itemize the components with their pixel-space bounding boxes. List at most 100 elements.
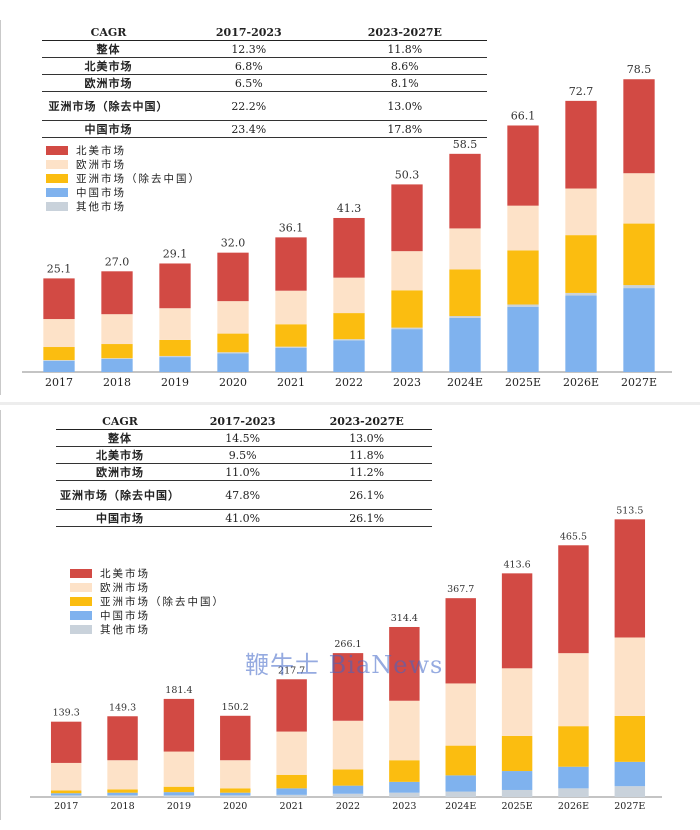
bar-segment bbox=[565, 292, 597, 296]
bar-segment bbox=[50, 790, 82, 794]
legend-item: 欧洲市场 bbox=[70, 580, 225, 594]
bar-segment bbox=[276, 794, 307, 797]
bar-total-label: 413.6 bbox=[503, 559, 530, 570]
bar-segment bbox=[220, 760, 251, 789]
bar-segment bbox=[558, 653, 589, 727]
bar-segment bbox=[163, 751, 195, 787]
bar-segment bbox=[507, 125, 539, 206]
legend-label: 中国市场 bbox=[100, 609, 150, 622]
bar-total-label: 58.5 bbox=[453, 138, 478, 151]
panel-divider bbox=[0, 402, 700, 405]
bar-segment bbox=[449, 269, 481, 317]
cagr-region: 亚洲市场（除去中国） bbox=[42, 91, 175, 121]
bar-segment bbox=[391, 329, 423, 372]
cagr-row: 整体 12.3% 11.8% bbox=[42, 40, 487, 58]
cagr-row: 欧洲市场 6.5% 8.1% bbox=[42, 74, 487, 92]
legend-item: 亚洲市场（除去中国） bbox=[46, 171, 201, 185]
bar-segment bbox=[332, 785, 364, 794]
bar-total-label: 181.4 bbox=[165, 685, 192, 696]
bar-total-label: 27.0 bbox=[105, 255, 130, 268]
bar-segment bbox=[217, 252, 249, 302]
legend-item: 中国市场 bbox=[70, 608, 225, 622]
bar-segment bbox=[43, 319, 75, 348]
x-tick-label: 2023 bbox=[392, 801, 416, 812]
bar-segment bbox=[43, 360, 75, 372]
bar-segment bbox=[332, 720, 364, 770]
cagr-region: 亚洲市场（除去中国） bbox=[56, 480, 184, 510]
bar-segment bbox=[507, 306, 539, 372]
bar-total-label: 150.2 bbox=[222, 702, 249, 713]
bar-segment bbox=[275, 346, 307, 348]
legend-label: 中国市场 bbox=[76, 186, 126, 199]
bar-segment bbox=[107, 716, 138, 761]
bar-total-label: 217.7 bbox=[278, 665, 305, 676]
cagr-row: 北美市场 6.8% 8.6% bbox=[42, 57, 487, 75]
x-tick-label: 2027E bbox=[614, 801, 645, 812]
cagr-value: 13.0% bbox=[322, 91, 487, 121]
bar-total-label: 314.4 bbox=[391, 613, 418, 624]
bar-total-label: 465.5 bbox=[560, 531, 587, 542]
bar-segment bbox=[217, 301, 249, 334]
bar-total-label: 32.0 bbox=[221, 237, 246, 250]
cagr-header-period-1: 2017-2023 bbox=[184, 413, 302, 430]
legend-item: 北美市场 bbox=[46, 143, 201, 157]
bar-segment bbox=[614, 761, 646, 787]
cagr-value: 11.8% bbox=[301, 446, 432, 464]
bar-segment bbox=[389, 792, 420, 797]
bar-segment bbox=[50, 795, 82, 797]
bar-segment bbox=[50, 762, 82, 791]
bar-segment bbox=[159, 308, 191, 340]
bar-segment bbox=[501, 771, 533, 790]
legend-swatch bbox=[70, 568, 92, 578]
bar-segment bbox=[614, 786, 646, 797]
cagr-value: 8.6% bbox=[322, 57, 487, 75]
bar-total-label: 513.5 bbox=[616, 505, 643, 516]
cagr-row: 欧洲市场 11.0% 11.2% bbox=[56, 463, 432, 481]
bar-segment bbox=[389, 626, 420, 701]
bar-total-label: 367.7 bbox=[447, 584, 474, 595]
legend-item: 欧洲市场 bbox=[46, 157, 201, 171]
bar-segment bbox=[275, 347, 307, 372]
bar-segment bbox=[101, 344, 133, 359]
bar-segment bbox=[276, 788, 307, 795]
cagr-value: 6.5% bbox=[175, 74, 323, 92]
bar-segment bbox=[163, 786, 195, 793]
cagr-value: 17.8% bbox=[322, 120, 487, 138]
legend-item: 亚洲市场（除去中国） bbox=[70, 594, 225, 608]
bar-segment bbox=[558, 545, 589, 654]
bar-segment bbox=[276, 774, 307, 789]
bar-segment bbox=[391, 184, 423, 252]
x-tick-label: 2025E bbox=[502, 801, 533, 812]
cagr-header-period-1: 2017-2023 bbox=[175, 24, 323, 41]
bar-segment bbox=[507, 250, 539, 305]
bar-segment bbox=[445, 683, 476, 746]
cagr-value: 6.8% bbox=[175, 57, 323, 75]
x-tick-label: 2022 bbox=[336, 801, 360, 812]
legend-label: 欧洲市场 bbox=[76, 158, 126, 171]
bar-segment bbox=[449, 228, 481, 270]
bar-segment bbox=[220, 792, 251, 796]
cagr-value: 26.1% bbox=[301, 509, 432, 527]
bar-segment bbox=[623, 79, 655, 174]
bar-segment bbox=[501, 735, 533, 772]
bar-segment bbox=[565, 295, 597, 372]
bar-segment bbox=[275, 324, 307, 347]
legend-swatch bbox=[46, 159, 68, 169]
bar-segment bbox=[558, 766, 589, 789]
bar-segment bbox=[449, 316, 481, 318]
bar-segment bbox=[449, 153, 481, 229]
bar-segment bbox=[445, 775, 476, 792]
cagr-row: 整体 14.5% 13.0% bbox=[56, 429, 432, 447]
bar-segment bbox=[558, 726, 589, 767]
cagr-value: 41.0% bbox=[184, 509, 302, 527]
cagr-row: 中国市场 41.0% 26.1% bbox=[56, 509, 432, 527]
bar-segment bbox=[614, 715, 646, 762]
bar-segment bbox=[217, 352, 249, 354]
bar-segment bbox=[333, 339, 365, 341]
bar-segment bbox=[501, 668, 533, 736]
bar-segment bbox=[501, 789, 533, 797]
bar-total-label: 36.1 bbox=[279, 221, 304, 234]
bar-segment bbox=[275, 290, 307, 325]
cagr-value: 13.0% bbox=[301, 429, 432, 447]
bar-segment bbox=[107, 792, 138, 796]
